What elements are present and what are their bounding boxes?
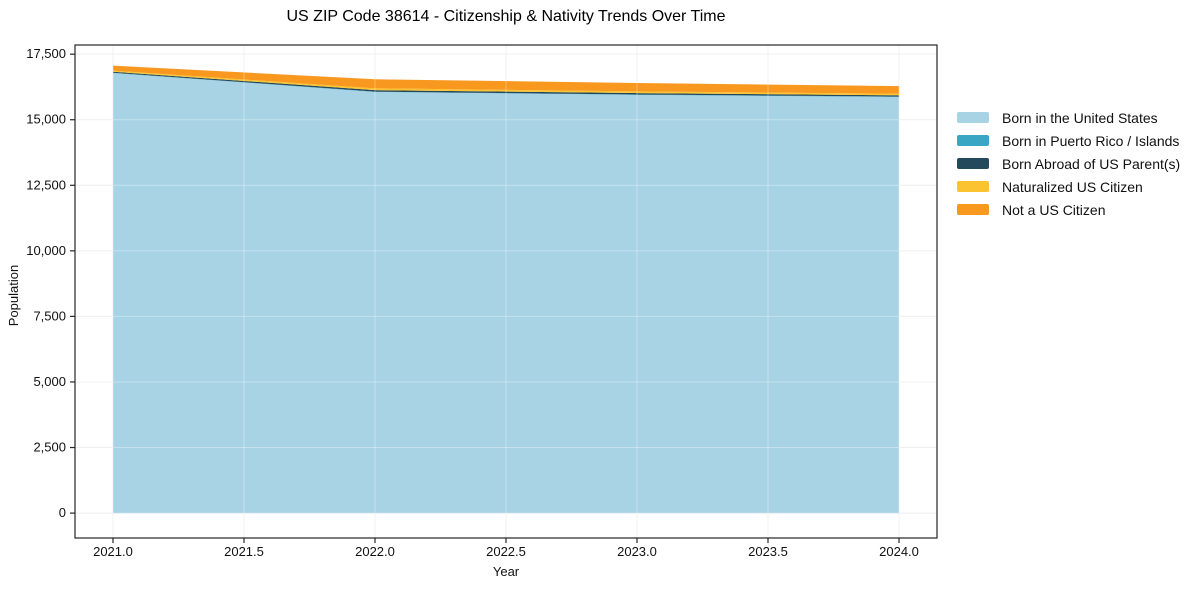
y-tick-labels: 0 2,500 5,000 7,500 10,000 12,500 15,000 17,500 bbox=[26, 46, 66, 520]
legend-label: Naturalized US Citizen bbox=[1002, 178, 1143, 195]
y-tick-label: 7,500 bbox=[33, 308, 66, 323]
x-tick-label: 2021.5 bbox=[224, 544, 264, 559]
legend-swatch bbox=[957, 158, 989, 169]
legend-item: Born in the United States bbox=[957, 106, 1180, 129]
legend-label: Born in the United States bbox=[1002, 109, 1158, 126]
y-tick-label: 2,500 bbox=[33, 440, 66, 455]
legend-swatch bbox=[957, 112, 989, 123]
x-tick-label: 2021.0 bbox=[93, 544, 133, 559]
x-tick-labels: 2021.0 2021.5 2022.0 2022.5 2023.0 2023.5 2024… bbox=[93, 544, 919, 559]
y-tick-label: 15,000 bbox=[26, 112, 66, 127]
legend-swatch bbox=[957, 135, 989, 146]
x-tick-label: 2023.5 bbox=[748, 544, 788, 559]
x-tick-label: 2023.0 bbox=[617, 544, 657, 559]
x-tick-label: 2022.0 bbox=[355, 544, 395, 559]
legend-swatch bbox=[957, 204, 989, 215]
legend-label: Born in Puerto Rico / Islands bbox=[1002, 132, 1180, 149]
x-tick-label: 2022.5 bbox=[486, 544, 526, 559]
x-axis-label: Year bbox=[492, 564, 520, 579]
legend: Born in the United States Born in Puerto … bbox=[957, 106, 1180, 221]
legend-item: Not a US Citizen bbox=[957, 198, 1180, 221]
y-tick-label: 12,500 bbox=[26, 177, 66, 192]
legend-label: Not a US Citizen bbox=[1002, 201, 1106, 218]
y-tick-label: 10,000 bbox=[26, 243, 66, 258]
x-tick-label: 2024.0 bbox=[879, 544, 919, 559]
legend-label: Born Abroad of US Parent(s) bbox=[1002, 155, 1181, 172]
area-series-4 bbox=[112, 65, 900, 94]
legend-item: Born in Puerto Rico / Islands bbox=[957, 129, 1180, 152]
area-series-2 bbox=[112, 71, 900, 97]
area-series-3 bbox=[112, 70, 900, 96]
tick-marks bbox=[70, 53, 900, 543]
area-series-0 bbox=[112, 73, 900, 514]
y-tick-label: 0 bbox=[59, 505, 66, 520]
legend-swatch bbox=[957, 181, 989, 192]
legend-item: Naturalized US Citizen bbox=[957, 175, 1180, 198]
chart-title: US ZIP Code 38614 - Citizenship & Nativi… bbox=[286, 8, 726, 25]
legend-item: Born Abroad of US Parent(s) bbox=[957, 152, 1180, 175]
y-tick-label: 5,000 bbox=[33, 374, 66, 389]
gridlines-overlay bbox=[75, 45, 937, 538]
y-tick-label: 17,500 bbox=[26, 46, 66, 61]
